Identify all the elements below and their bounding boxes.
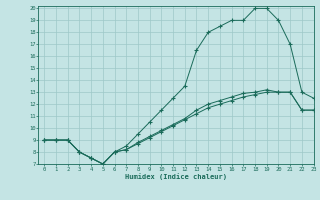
X-axis label: Humidex (Indice chaleur): Humidex (Indice chaleur) (125, 173, 227, 180)
